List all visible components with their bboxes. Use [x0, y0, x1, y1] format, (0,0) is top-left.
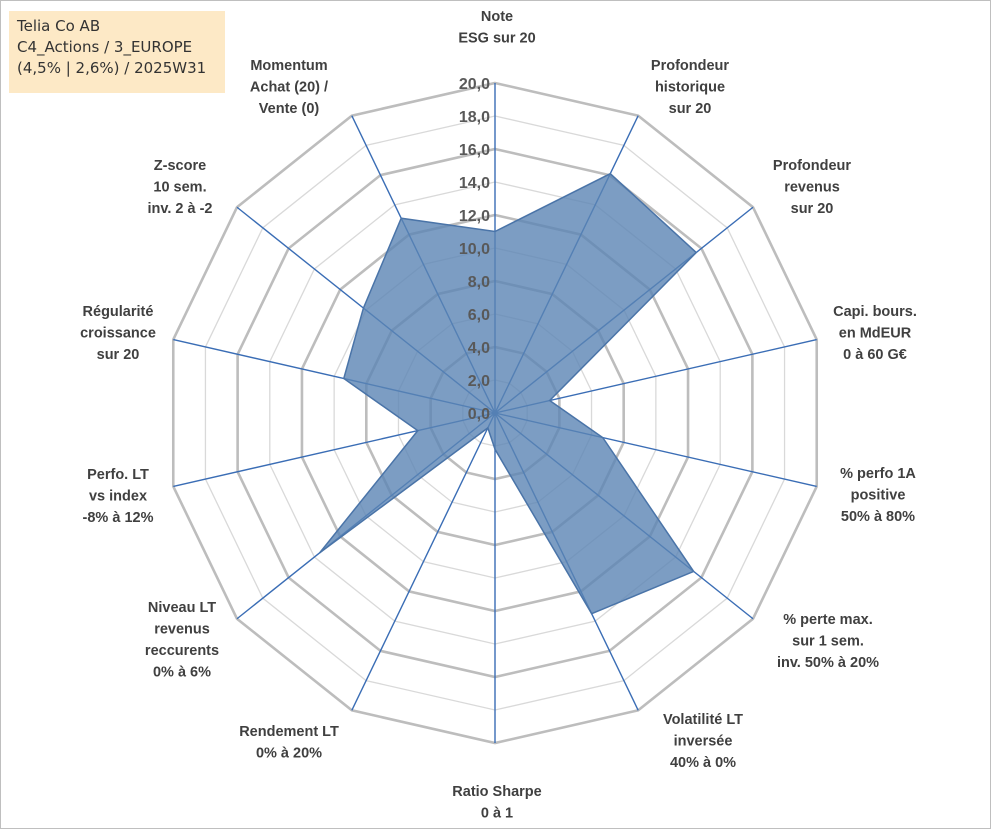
tick-label: 8,0 [468, 274, 490, 291]
axis-label-line: revenus [784, 180, 840, 196]
data-series-area [318, 172, 698, 615]
axis-label-line: ESG sur 20 [458, 31, 535, 47]
axis-label: Momentum Achat (20) / Vente (0) [250, 58, 328, 117]
axis-label-line: Achat (20) / [250, 80, 328, 96]
tick-label: 12,0 [459, 208, 490, 225]
axis-label-line: historique [655, 80, 725, 96]
axis-label-line: Niveau LT [148, 600, 216, 616]
axis-label-line: % perte max. [783, 612, 872, 628]
axis-label: Volatilité LT inversée 40% à 0% [663, 712, 743, 771]
axis-label: Niveau LT revenus reccurents 0% à 6% [145, 600, 219, 681]
axis-label-line: -8% à 12% [83, 510, 154, 526]
axis-label-line: vs index [89, 489, 147, 505]
axis-label: Ratio Sharpe 0 à 1 [452, 784, 541, 822]
info-weights-week: (4,5% | 2,6%) / 2025W31 [17, 59, 207, 77]
tick-label: 18,0 [459, 109, 490, 126]
axis-label: % perte max. sur 1 sem. inv. 50% à 20% [777, 612, 879, 671]
info-box: Telia Co AB C4_Actions / 3_EUROPE (4,5% … [9, 11, 225, 93]
axis-label-line: Rendement LT [239, 724, 339, 740]
axis-label-line: Profondeur [773, 158, 851, 174]
info-company: Telia Co AB [17, 17, 101, 35]
tick-label: 14,0 [459, 175, 490, 192]
axis-label-line: sur 20 [791, 201, 834, 217]
axis-label-line: 0 à 60 G€ [843, 347, 907, 363]
axis-label: Rendement LT 0% à 20% [239, 724, 339, 762]
axis-label-line: 40% à 0% [670, 755, 736, 771]
tick-label: 0,0 [468, 406, 490, 423]
axis-label-line: 0% à 20% [256, 746, 322, 762]
axis-label-line: positive [851, 488, 906, 504]
info-category: C4_Actions / 3_EUROPE [17, 38, 193, 56]
axis-label-line: Profondeur [651, 58, 729, 74]
axis-label-line: 0 à 1 [481, 806, 513, 822]
axis-label-line: croissance [80, 326, 156, 342]
axis-label-line: 0% à 6% [153, 665, 211, 681]
tick-label: 4,0 [468, 340, 490, 357]
axis-label: % perfo 1A positive 50% à 80% [840, 466, 916, 525]
axis-label-line: Perfo. LT [87, 467, 149, 483]
tick-label: 10,0 [459, 241, 490, 258]
axis-label-line: inv. 2 à -2 [147, 201, 212, 217]
axis-label-line: inversée [674, 734, 733, 750]
axis-label-line: revenus [154, 622, 210, 638]
axis-label-line: en MdEUR [839, 326, 912, 342]
tick-label: 16,0 [459, 142, 490, 159]
axis-label-line: inv. 50% à 20% [777, 655, 879, 671]
axis-label-line: 50% à 80% [841, 509, 915, 525]
axis-label-line: Volatilité LT [663, 712, 743, 728]
axis-spoke [351, 412, 496, 711]
axis-label-line: Note [481, 9, 513, 25]
axis-label: Note ESG sur 20 [458, 9, 535, 47]
tick-label: 6,0 [468, 307, 490, 324]
axis-label: Régularité croissance sur 20 [80, 304, 156, 363]
tick-label: 2,0 [468, 373, 490, 390]
axis-label: Capi. bours. en MdEUR 0 à 60 G€ [833, 304, 917, 363]
axis-label-line: Z-score [154, 158, 206, 174]
tick-label: 20,0 [459, 76, 490, 93]
axis-label-line: Momentum [250, 58, 327, 74]
axis-label: Z-score 10 sem. inv. 2 à -2 [147, 158, 212, 217]
axis-label: Profondeur historique sur 20 [651, 58, 729, 117]
axis-label-line: sur 20 [669, 101, 712, 117]
axis-label-line: sur 1 sem. [792, 634, 864, 650]
axis-label-line: sur 20 [97, 347, 140, 363]
axis-label: Profondeur revenus sur 20 [773, 158, 851, 217]
axis-label-line: % perfo 1A [840, 466, 916, 482]
axis-label-line: Capi. bours. [833, 304, 917, 320]
axis-label: Perfo. LT vs index -8% à 12% [83, 467, 154, 526]
axis-label-line: Ratio Sharpe [452, 784, 541, 800]
axis-label-line: Régularité [83, 304, 154, 320]
axis-label-line: reccurents [145, 643, 219, 659]
axis-label-line: Vente (0) [259, 101, 320, 117]
axis-label-line: 10 sem. [153, 180, 206, 196]
